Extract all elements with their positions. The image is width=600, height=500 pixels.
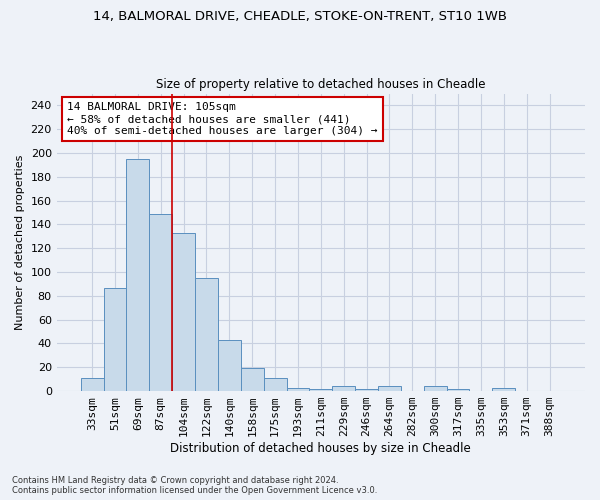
Bar (424, 386, 446, 391)
Text: 14, BALMORAL DRIVE, CHEADLE, STOKE-ON-TRENT, ST10 1WB: 14, BALMORAL DRIVE, CHEADLE, STOKE-ON-TR… (93, 10, 507, 23)
Bar (149, 214, 172, 391)
Bar (378, 386, 401, 391)
Bar (310, 388, 332, 391)
Bar (172, 233, 195, 391)
Bar (493, 388, 515, 391)
Bar (104, 288, 127, 391)
Bar (195, 278, 218, 391)
Bar (241, 368, 263, 391)
Bar (287, 388, 310, 391)
Y-axis label: Number of detached properties: Number of detached properties (15, 154, 25, 330)
Bar (355, 388, 378, 391)
X-axis label: Distribution of detached houses by size in Cheadle: Distribution of detached houses by size … (170, 442, 471, 455)
Bar (80, 378, 104, 391)
Bar (218, 340, 241, 391)
Text: 14 BALMORAL DRIVE: 105sqm
← 58% of detached houses are smaller (441)
40% of semi: 14 BALMORAL DRIVE: 105sqm ← 58% of detac… (67, 102, 378, 136)
Bar (263, 378, 287, 391)
Bar (332, 386, 355, 391)
Title: Size of property relative to detached houses in Cheadle: Size of property relative to detached ho… (156, 78, 485, 91)
Text: Contains HM Land Registry data © Crown copyright and database right 2024.
Contai: Contains HM Land Registry data © Crown c… (12, 476, 377, 495)
Bar (446, 388, 469, 391)
Bar (127, 159, 149, 391)
